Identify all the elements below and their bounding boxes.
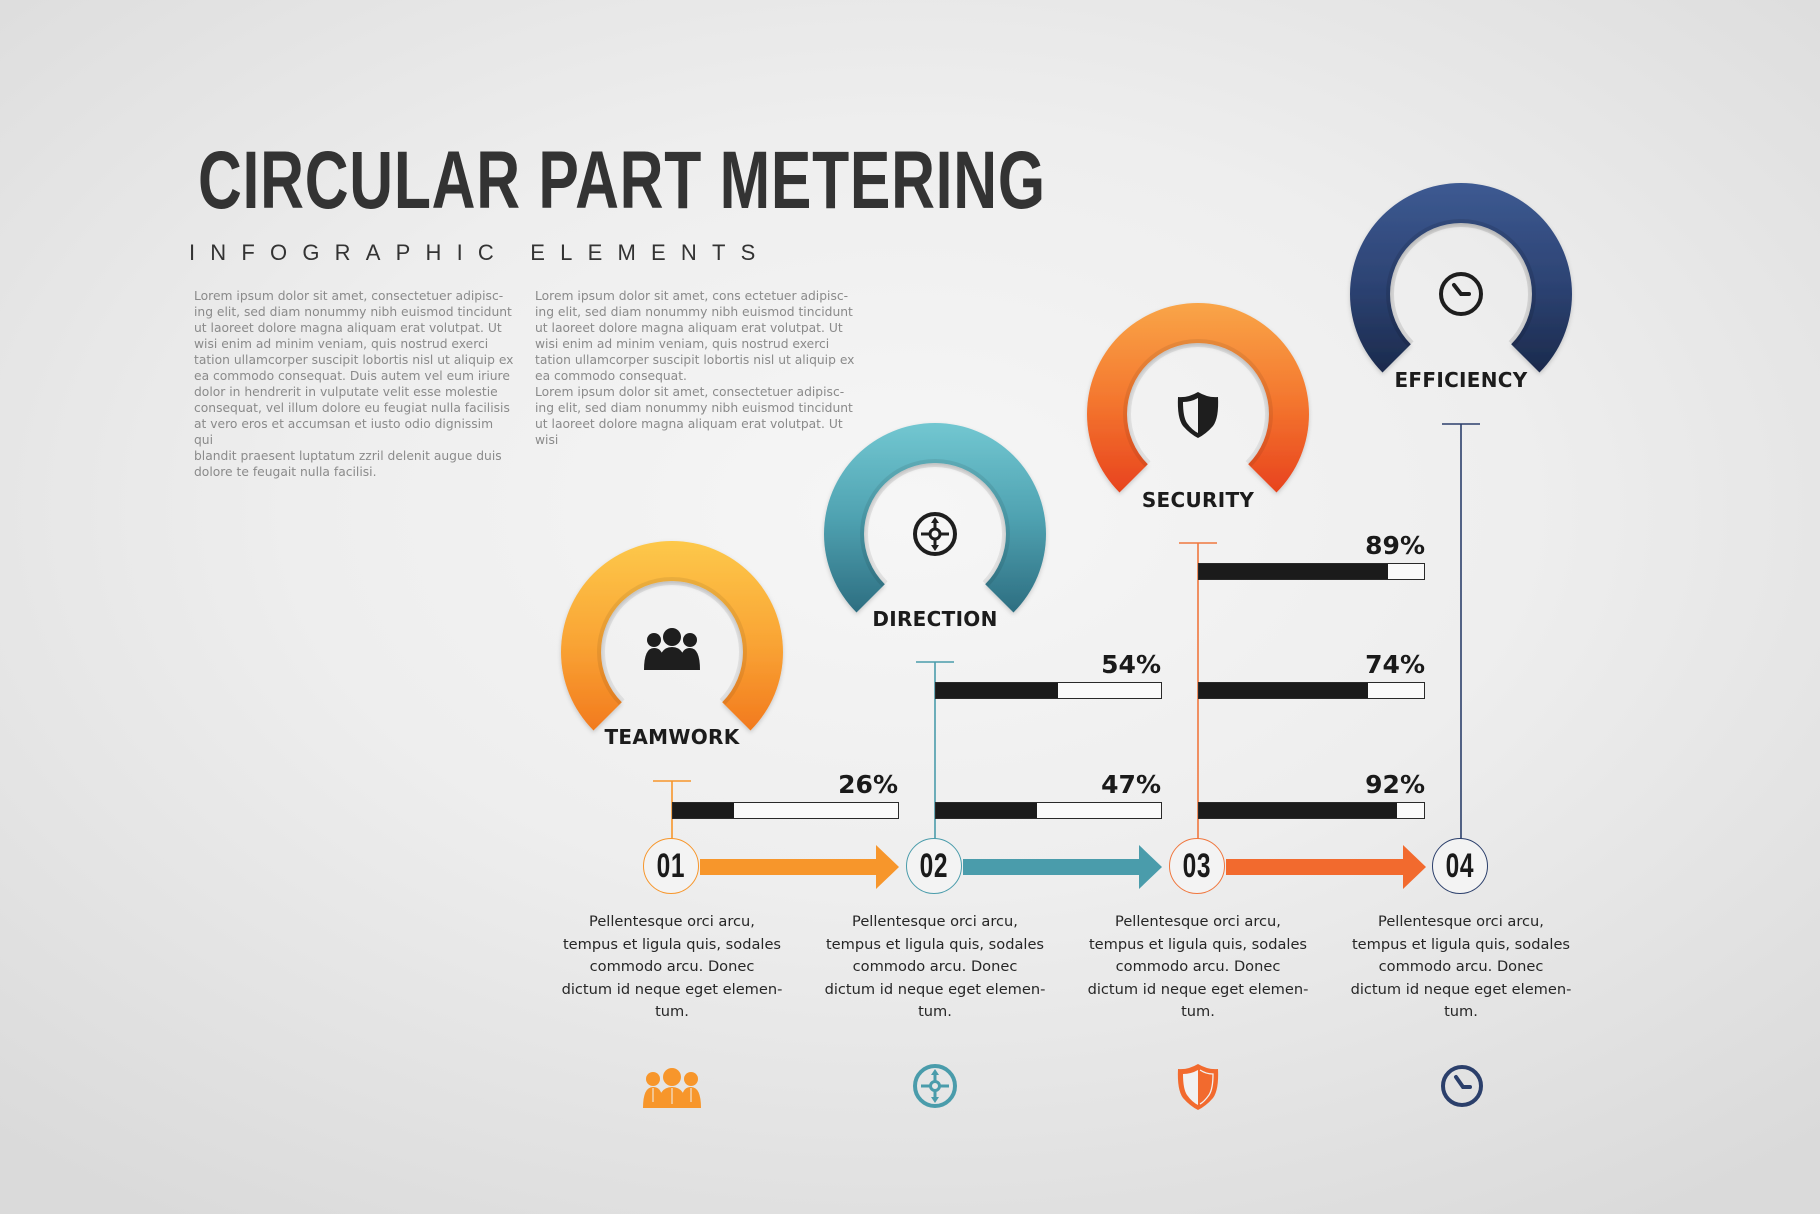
step-description-01: Pellentesque orci arcu, tempus et ligula… [561,913,783,1021]
progress-bar-fill [936,683,1058,698]
step-number: 02 [919,846,949,885]
clock-icon [1439,272,1483,316]
arrow-03-04 [1226,845,1426,889]
page-title: CIRCULAR PART METERING [198,135,1046,226]
step-description-04: Pellentesque orci arcu, tempus et ligula… [1350,913,1572,1021]
gauge-arc-teamwork [561,541,783,731]
progress-bar-direction-1 [935,682,1162,699]
shield-icon [1177,392,1219,438]
progress-bar-security-2 [1198,682,1425,699]
progress-bar-fill [1199,803,1397,818]
percent-label: 74% [1365,650,1425,679]
gauge-direction [823,422,1047,646]
progress-bar-direction-2 [935,802,1162,819]
gauge-label-direction: DIRECTION [872,607,998,631]
progress-bar-fill [673,803,734,818]
arrow-01-02 [700,845,899,889]
step-circle-02: 02 [906,838,962,894]
gauge-label-efficiency: EFFICIENCY [1394,368,1528,392]
gauge-arc-direction [824,423,1046,613]
people-icon [643,1068,701,1108]
percent-label: 47% [1101,770,1161,799]
percent-label: 26% [838,770,898,799]
people-icon [644,628,700,670]
progress-bar-security-3 [1198,802,1425,819]
arrow-02-03 [963,845,1162,889]
clock-icon [1441,1065,1483,1107]
step-description-02: Pellentesque orci arcu, tempus et ligula… [824,913,1046,1021]
intro-paragraph-1: Lorem ipsum dolor sit amet, consectetuer… [194,289,514,479]
connector-efficiency [1442,423,1480,839]
step-number: 03 [1182,846,1212,885]
shield-icon [1177,1064,1219,1110]
page-subtitle: INFOGRAPHIC ELEMENTS [189,240,771,265]
progress-bar-fill [936,803,1038,818]
gauge-efficiency [1349,182,1573,406]
gauge-teamwork [560,540,784,764]
progress-bar-fill [1199,564,1388,579]
percent-label: 54% [1101,650,1161,679]
percent-label: 92% [1365,770,1425,799]
gauge-label-teamwork: TEAMWORK [604,725,740,749]
step-number: 04 [1445,846,1475,885]
step-number: 01 [656,846,686,885]
percent-label: 89% [1365,531,1425,560]
step-circle-04: 04 [1432,838,1488,894]
progress-bar-fill [1199,683,1368,698]
step-description-03: Pellentesque orci arcu, tempus et ligula… [1087,913,1309,1021]
gauge-arc-efficiency [1350,183,1572,373]
gauge-security [1086,302,1310,526]
progress-bar-teamwork-1 [672,802,899,819]
step-circle-01: 01 [643,838,699,894]
compass-icon [913,512,957,556]
compass-icon [913,1064,957,1108]
intro-paragraph-2: Lorem ipsum dolor sit amet, cons ectetue… [535,289,855,447]
step-circle-03: 03 [1169,838,1225,894]
gauge-arc-security [1087,303,1309,493]
progress-bar-security-1 [1198,563,1425,580]
gauge-label-security: SECURITY [1141,488,1255,512]
